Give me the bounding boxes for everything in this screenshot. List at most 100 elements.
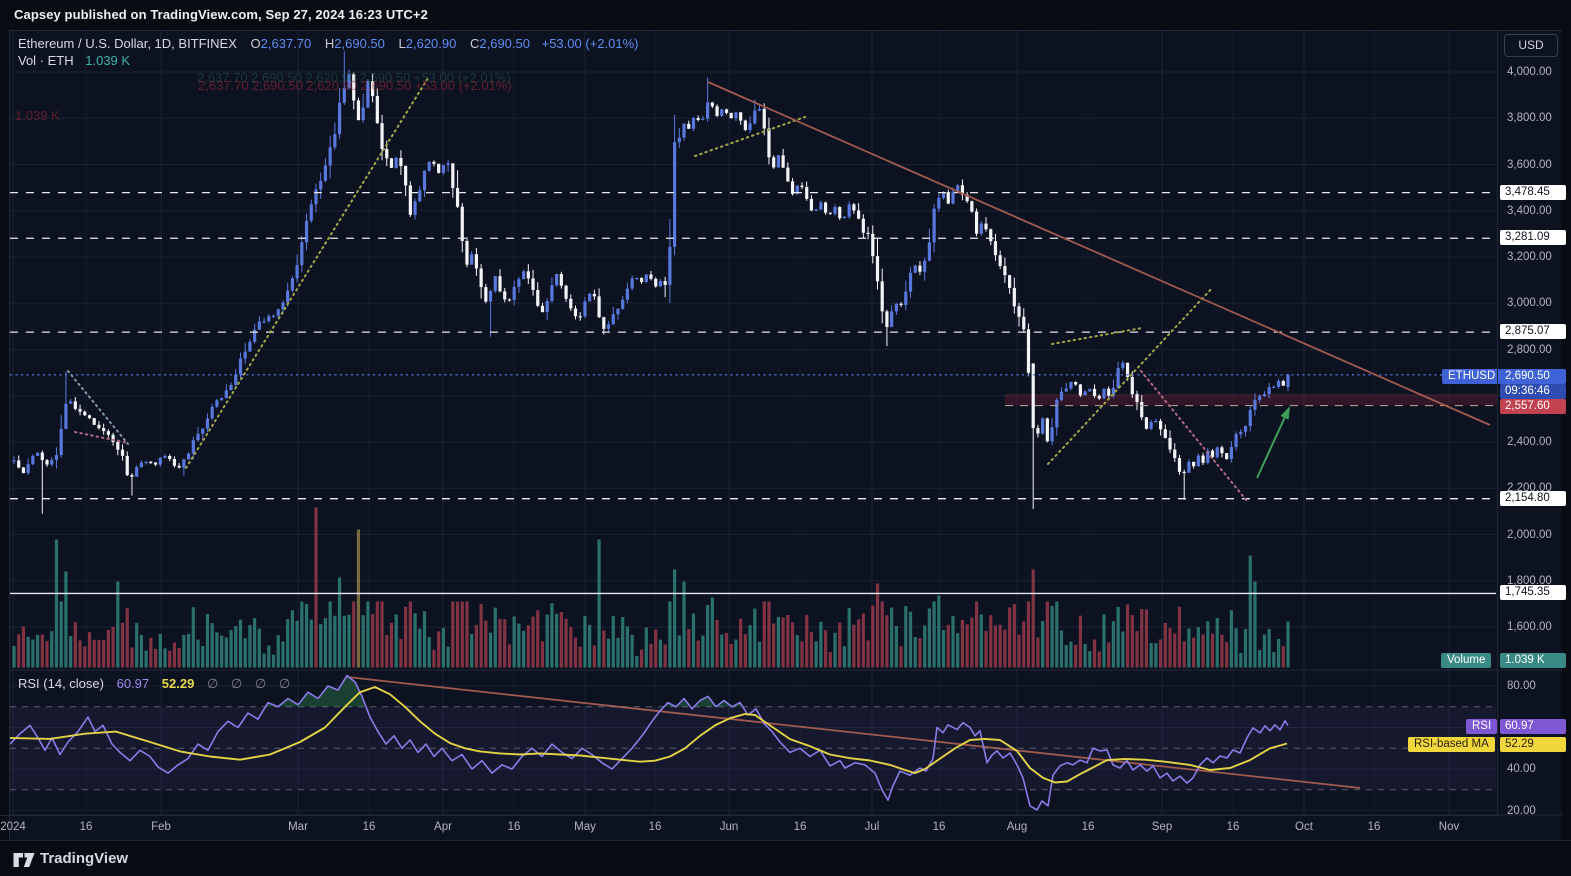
volume-bar — [484, 620, 488, 668]
candle-body — [271, 315, 276, 318]
candle-body — [1130, 376, 1134, 395]
volume-bar — [59, 601, 63, 668]
candle-body — [333, 134, 337, 148]
candle-body — [602, 317, 606, 329]
candle-body — [1163, 429, 1167, 438]
volume-bar — [597, 539, 601, 668]
volume-bar — [1012, 603, 1016, 668]
level-price-chip: 3,478.45 — [1500, 184, 1566, 200]
volume-bar — [309, 619, 313, 668]
candle-body — [144, 461, 148, 463]
volume-bar — [130, 647, 134, 668]
volume-bar — [125, 608, 129, 668]
level-price-chip: 2,154.80 — [1500, 490, 1566, 506]
candle-body — [281, 302, 285, 310]
candle-body — [248, 341, 252, 352]
candle-body — [375, 96, 379, 124]
candle-body — [1012, 287, 1016, 307]
candle-body — [1083, 391, 1087, 396]
volume-bar — [559, 612, 563, 668]
candle-body — [753, 110, 757, 124]
volume-bar — [1187, 628, 1191, 668]
volume-bar — [847, 608, 851, 668]
volume-bar — [375, 601, 379, 668]
candle-body — [276, 309, 280, 316]
volume-bar — [998, 624, 1002, 668]
volume-value: 1.039 K — [85, 53, 131, 68]
volume-bar — [937, 595, 941, 668]
candle-body — [588, 293, 592, 302]
candle-body — [50, 459, 54, 465]
candle-body — [26, 464, 30, 474]
candle-body — [120, 449, 125, 456]
candle-body — [224, 390, 228, 398]
trendline — [185, 77, 429, 469]
volume-bar — [1182, 641, 1186, 668]
volume-bar — [1121, 631, 1125, 668]
volume-bar — [875, 583, 880, 668]
close-value: 2,690.50 — [479, 36, 530, 51]
candle-body — [630, 278, 634, 289]
price-chart-canvas[interactable] — [0, 30, 1571, 840]
candle-body — [923, 260, 927, 272]
volume-bar — [517, 623, 521, 668]
candle-body — [1177, 458, 1182, 472]
hidden-value-icon: ∅ — [230, 676, 243, 691]
candle-body — [153, 462, 158, 465]
candle-body — [1281, 381, 1285, 386]
volume-bar — [757, 641, 762, 668]
candle-body — [795, 185, 799, 194]
candle-body — [1192, 461, 1196, 467]
volume-bar — [451, 601, 455, 668]
candle-body — [1116, 368, 1120, 388]
volume-bar — [507, 644, 512, 668]
volume-bar — [1059, 630, 1064, 668]
candle-body — [984, 223, 988, 230]
currency-toggle-button[interactable]: USD — [1504, 34, 1558, 57]
candle-body — [545, 300, 549, 313]
time-tick: Aug — [1006, 821, 1028, 833]
volume-bar — [64, 571, 68, 668]
candle-body — [309, 204, 313, 221]
candle-body — [1017, 306, 1021, 317]
price-axis[interactable]: USD 4,000.00 3,800.00 3,600.00 3,400.00 3,20… — [1497, 30, 1571, 817]
trendlines — [67, 77, 1491, 789]
volume-bar — [257, 628, 261, 668]
volume-bar — [974, 601, 979, 668]
volume-bar — [781, 617, 785, 668]
volume-bar — [1215, 617, 1219, 668]
candle-body — [748, 123, 752, 130]
candle-body — [710, 102, 714, 107]
volume-bar — [1088, 651, 1092, 668]
volume-bar — [1083, 643, 1087, 668]
volume-bar — [17, 634, 21, 668]
time-axis[interactable]: 2024 16 Feb Mar 16 Apr 16 May 16 Jun 16 Jul 16 Aug 16 S… — [0, 815, 1497, 841]
candle-body — [625, 288, 630, 300]
candle-body — [691, 117, 696, 129]
volume-bar — [1149, 642, 1153, 668]
volume-bar — [300, 601, 304, 668]
candle-body — [1041, 418, 1045, 434]
volume-bar — [866, 640, 870, 668]
volume-bar — [488, 632, 493, 668]
volume-bar — [805, 614, 809, 668]
volume-bar — [857, 619, 861, 668]
candle-body — [1059, 391, 1064, 400]
candle-body — [78, 408, 82, 412]
brand-link[interactable]: TradingView — [40, 850, 129, 867]
candle-body — [229, 384, 233, 391]
volume-bar — [536, 610, 540, 668]
volume-bar — [1177, 606, 1182, 668]
candle-body — [743, 120, 747, 130]
volume-bar — [422, 611, 427, 668]
volume-bar — [1050, 605, 1054, 668]
volume-bar — [616, 637, 620, 668]
level-price-chip: 3,281.09 — [1500, 230, 1566, 246]
volume-bar — [366, 601, 370, 668]
volume-bar — [1036, 637, 1040, 668]
candle-body — [927, 242, 931, 261]
volume-bar — [724, 632, 729, 668]
tradingview-logo-icon — [13, 853, 35, 867]
volume-bar — [26, 636, 30, 668]
volume-bar — [1130, 615, 1134, 668]
